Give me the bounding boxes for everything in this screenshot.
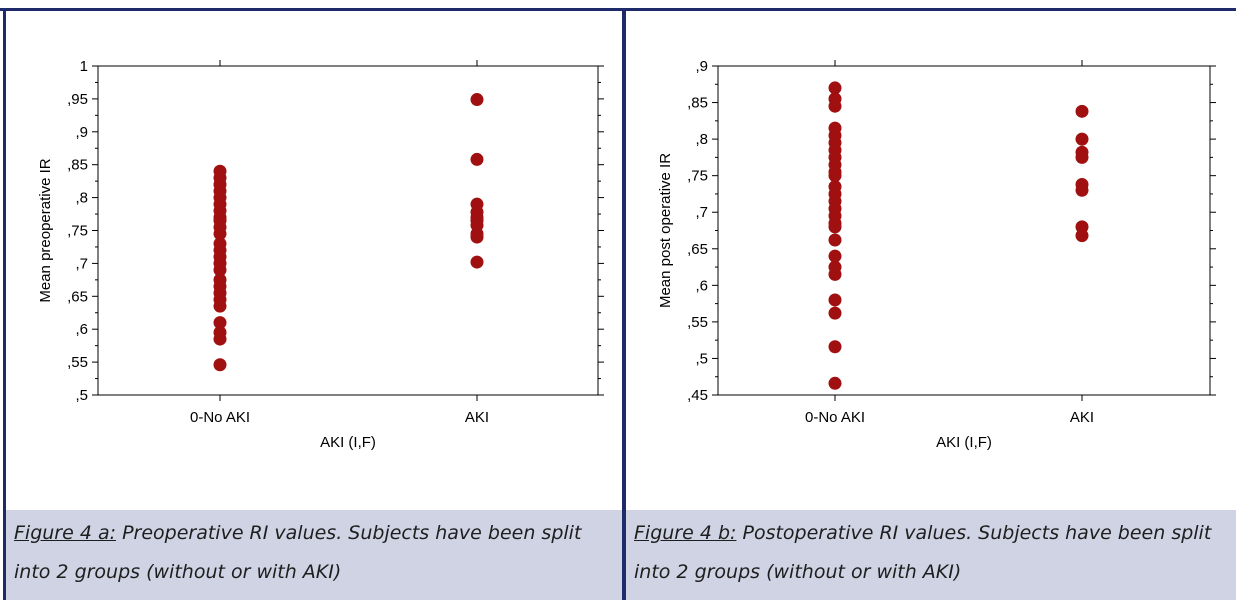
- caption-a-label: Figure 4 a:: [14, 522, 117, 544]
- data-point: [828, 267, 842, 281]
- center-divider: [622, 8, 626, 600]
- y-tick-label: ,55: [687, 314, 708, 331]
- data-point: [213, 263, 227, 277]
- y-tick-label: ,45: [687, 387, 708, 404]
- figure-panel-b: ,45 ,5 ,55 ,6 ,65 ,7 ,75 ,8 ,85 ,9 0-No AKI AKI AKI …: [626, 10, 1236, 600]
- caption-a-text: Preoperative RI values. Subjects have be…: [14, 522, 582, 583]
- data-point: [828, 81, 842, 95]
- y-tick-label: ,5: [75, 387, 88, 404]
- y-tick-label: ,75: [67, 223, 88, 240]
- y-tick-label: ,85: [687, 95, 708, 112]
- y-tick-label: ,75: [687, 168, 708, 185]
- data-point: [213, 316, 227, 330]
- x-tick-label: 0-No AKI: [805, 409, 865, 426]
- data-point: [213, 299, 227, 313]
- y-tick-label: ,5: [695, 350, 708, 367]
- figure-panel-a: ,5 ,55 ,6 ,65 ,7 ,75 ,8 ,85 ,9 ,95 1 0-No AKI AKI AKI…: [6, 10, 622, 600]
- caption-b: Figure 4 b: Postoperative RI values. Sub…: [626, 510, 1236, 600]
- left-border: [3, 8, 6, 600]
- y-tick-label: ,8: [695, 131, 708, 148]
- data-point: [828, 293, 842, 307]
- y-tick-label: ,65: [687, 241, 708, 258]
- caption-a: Figure 4 a: Preoperative RI values. Subj…: [6, 510, 622, 600]
- data-point: [1075, 104, 1089, 118]
- x-axis-label: AKI (I,F): [936, 434, 992, 451]
- y-axis-label: Mean preoperative IR: [37, 158, 54, 302]
- data-point: [828, 99, 842, 113]
- scatter-plot-a: ,5 ,55 ,6 ,65 ,7 ,75 ,8 ,85 ,9 ,95 1 0-No AKI AKI AKI…: [6, 10, 622, 510]
- data-point: [1075, 183, 1089, 197]
- caption-b-text: Postoperative RI values. Subjects have b…: [634, 522, 1212, 583]
- data-point: [828, 376, 842, 390]
- y-tick-label: ,8: [75, 190, 88, 207]
- x-tick-label: AKI: [1070, 409, 1094, 426]
- data-point: [213, 358, 227, 372]
- data-point: [470, 230, 484, 244]
- x-tick-label: 0-No AKI: [190, 409, 250, 426]
- y-tick-label: ,6: [695, 277, 708, 294]
- y-tick-label: 1: [80, 58, 88, 75]
- y-axis-label: Mean post operative IR: [657, 153, 674, 308]
- scatter-plot-b: ,45 ,5 ,55 ,6 ,65 ,7 ,75 ,8 ,85 ,9 0-No AKI AKI AKI …: [626, 10, 1236, 510]
- data-point: [828, 169, 842, 183]
- plot-area: [717, 65, 1211, 396]
- data-point: [1075, 229, 1089, 243]
- data-point: [828, 340, 842, 354]
- data-point: [470, 152, 484, 166]
- data-point: [828, 220, 842, 234]
- caption-b-label: Figure 4 b:: [634, 522, 737, 544]
- y-tick-label: ,9: [695, 58, 708, 75]
- y-tick-label: ,7: [695, 204, 708, 221]
- data-point: [213, 227, 227, 241]
- chart-a-svg: ,5 ,55 ,6 ,65 ,7 ,75 ,8 ,85 ,9 ,95 1 0-No AKI AKI AKI…: [37, 58, 604, 451]
- y-tick-label: ,95: [67, 91, 88, 108]
- y-tick-label: ,55: [67, 354, 88, 371]
- y-tick-label: ,9: [75, 124, 88, 141]
- y-tick-label: ,7: [75, 255, 88, 272]
- plot-area: [97, 65, 599, 396]
- data-point: [1075, 150, 1089, 164]
- chart-b-svg: ,45 ,5 ,55 ,6 ,65 ,7 ,75 ,8 ,85 ,9 0-No AKI AKI AKI …: [657, 58, 1216, 451]
- data-point: [1075, 132, 1089, 146]
- data-point: [470, 93, 484, 107]
- data-point: [828, 233, 842, 247]
- data-point: [213, 332, 227, 346]
- top-border: [0, 8, 1236, 11]
- data-point: [470, 255, 484, 269]
- x-tick-label: AKI: [465, 409, 489, 426]
- x-axis-label: AKI (I,F): [320, 434, 376, 451]
- data-point: [828, 249, 842, 263]
- y-tick-label: ,85: [67, 157, 88, 174]
- y-tick-label: ,65: [67, 288, 88, 305]
- y-tick-label: ,6: [75, 321, 88, 338]
- data-point: [828, 306, 842, 320]
